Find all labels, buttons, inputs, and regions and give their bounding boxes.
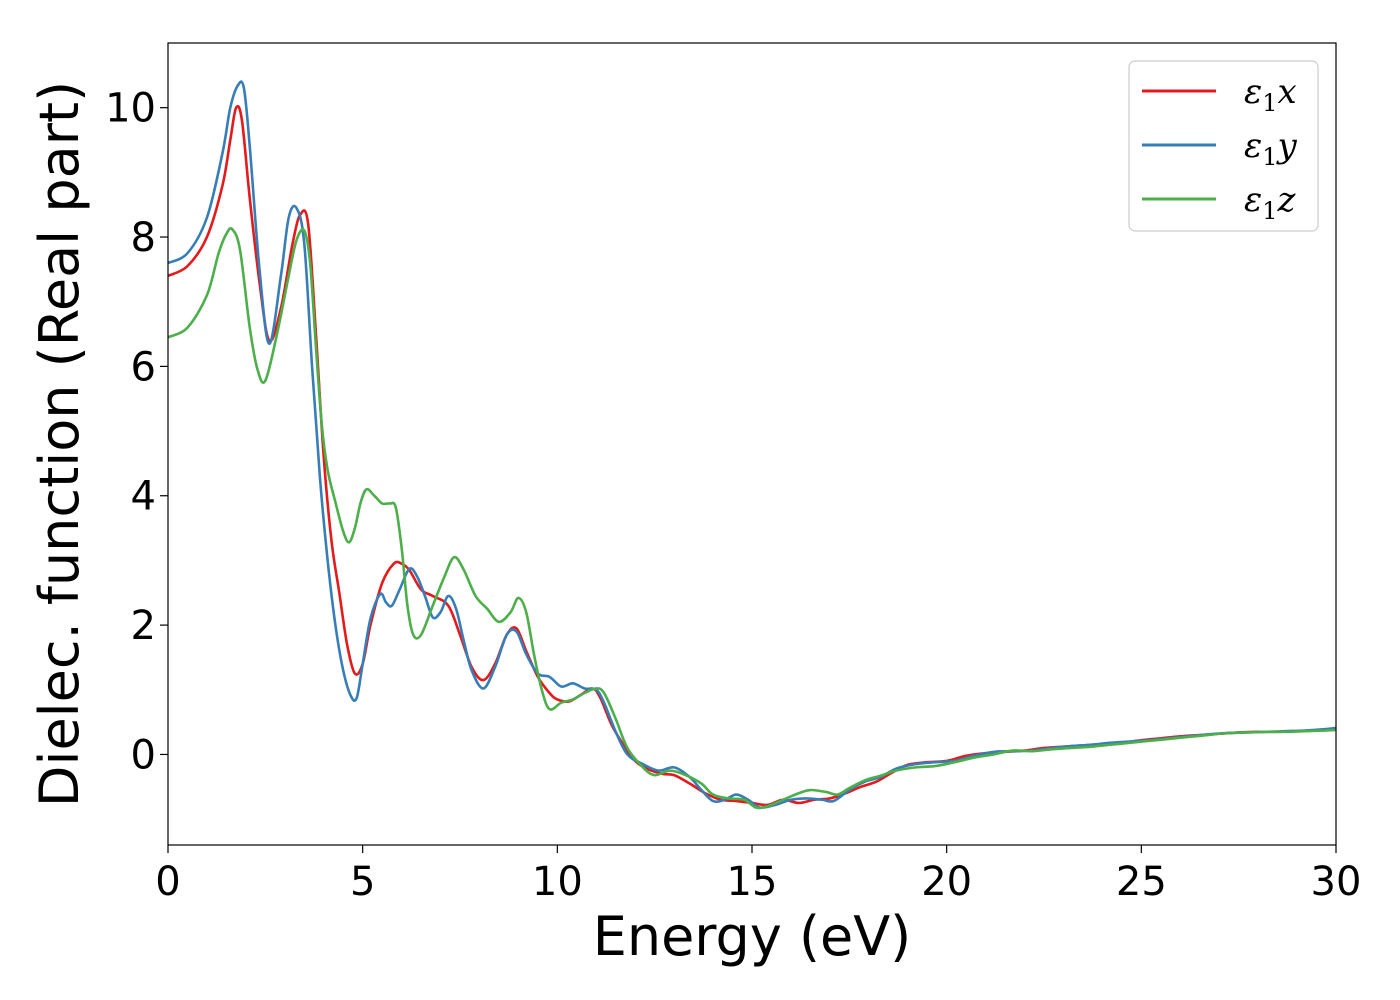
series-line-3 bbox=[168, 227, 1336, 810]
x-tick-label: 15 bbox=[727, 859, 778, 905]
legend-label-2: ε1y bbox=[1244, 126, 1298, 171]
x-tick-label: 10 bbox=[532, 859, 583, 905]
x-tick-label: 5 bbox=[350, 859, 375, 905]
y-tick-label: 2 bbox=[131, 603, 156, 649]
y-axis-label: Dielec. function (Real part) bbox=[28, 81, 91, 807]
y-tick-label: 8 bbox=[131, 215, 156, 261]
y-tick-label: 10 bbox=[105, 86, 156, 132]
x-axis-label: Energy (eV) bbox=[593, 905, 912, 968]
y-tick-label: 4 bbox=[131, 474, 156, 520]
series-layer bbox=[168, 80, 1336, 810]
x-tick-label: 0 bbox=[155, 859, 180, 905]
x-axis-ticks: 0 5 10 15 20 25 30 bbox=[155, 845, 1361, 905]
legend-label-1: ε1x bbox=[1244, 72, 1297, 117]
y-axis-ticks: 0 2 4 6 8 10 bbox=[105, 86, 168, 778]
x-tick-label: 25 bbox=[1116, 859, 1167, 905]
x-tick-label: 30 bbox=[1311, 859, 1362, 905]
legend-box bbox=[1128, 60, 1319, 232]
legend-label-3: ε1z bbox=[1244, 180, 1297, 225]
y-tick-label: 0 bbox=[131, 732, 156, 778]
y-tick-label: 6 bbox=[131, 344, 156, 390]
x-tick-label: 20 bbox=[921, 859, 972, 905]
legend: ε1x ε1y ε1z bbox=[1128, 60, 1319, 232]
